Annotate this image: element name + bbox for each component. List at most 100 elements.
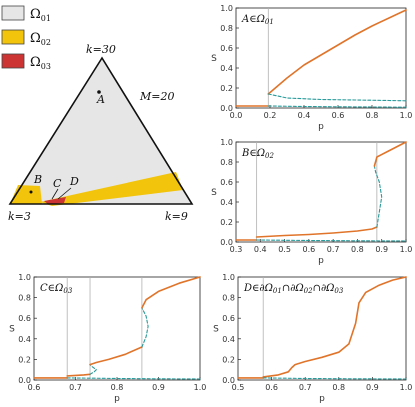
panel-title: C∈Ω03	[40, 283, 73, 295]
unstable-branch	[373, 165, 383, 228]
panel-title: D∈∂Ω01∩∂Ω02∩∂Ω03	[243, 283, 344, 295]
x-tick-label: 0.0	[230, 111, 243, 120]
x-tick-label: 0.2	[264, 111, 277, 120]
y-axis-label: S	[211, 188, 217, 198]
vertex-right-label: k=9	[165, 210, 188, 223]
stable-branch	[89, 346, 143, 366]
ternary-diagram: A B C D k=30 k=3 k=9 M=20	[8, 43, 194, 223]
unstable-branch	[267, 93, 407, 102]
stable-branch	[267, 9, 407, 95]
legend: Ω01 Ω02 Ω03	[1, 5, 51, 71]
point-a-label: A	[96, 93, 105, 106]
point-c-pointer	[51, 188, 59, 200]
y-tick-label: 0.6	[222, 314, 235, 323]
legend-swatch-omega01	[1, 5, 25, 21]
vertex-left-label: k=3	[8, 210, 31, 223]
x-tick-label: 0.8	[366, 111, 379, 120]
stable-branch	[262, 276, 407, 378]
x-tick-label: 0.9	[375, 245, 388, 254]
x-axis-label: p	[319, 394, 325, 404]
y-tick-label: 1.0	[220, 4, 233, 13]
triangle-outline	[8, 56, 194, 205]
panel-title: B∈Ω02	[241, 148, 275, 160]
m-parameter-label: M=20	[139, 90, 174, 103]
x-tick-label: 0.7	[299, 383, 312, 392]
unstable-branch	[89, 364, 97, 375]
unstable-branch	[267, 105, 407, 108]
x-tick-label: 0.8	[111, 383, 124, 392]
stable-branch	[141, 276, 201, 309]
x-tick-label: 0.9	[366, 383, 379, 392]
x-tick-label: 1.0	[194, 383, 207, 392]
unstable-branch	[256, 239, 407, 242]
y-tick-label: 0.4	[220, 198, 233, 207]
unstable-branch	[141, 307, 149, 348]
panel-title: A∈Ω01	[241, 14, 274, 26]
legend-swatch-omega03	[1, 53, 25, 69]
y-tick-label: 0.6	[220, 44, 233, 53]
unstable-branch	[262, 377, 407, 380]
x-axis-label: p	[318, 256, 324, 266]
legend-swatch-omega02	[1, 29, 25, 45]
x-tick-label: 0.7	[327, 245, 340, 254]
x-axis-label: p	[318, 122, 324, 132]
y-tick-label: 0.8	[220, 158, 233, 167]
y-tick-label: 0.0	[220, 104, 233, 113]
y-axis-label: S	[213, 325, 219, 335]
y-axis-label: S	[9, 325, 15, 335]
plot-frame	[235, 7, 407, 109]
y-tick-label: 0.4	[220, 64, 233, 73]
legend-label-omega01: Ω01	[30, 7, 51, 23]
point-a-marker	[97, 90, 101, 94]
x-tick-label: 1.0	[400, 245, 413, 254]
y-tick-label: 0.4	[18, 335, 31, 344]
y-tick-label: 0.6	[220, 178, 233, 187]
x-tick-label: 0.6	[28, 383, 41, 392]
x-tick-label: 0.9	[152, 383, 165, 392]
y-tick-label: 0.6	[18, 314, 31, 323]
x-tick-label: 1.0	[400, 111, 413, 120]
point-c-label: C	[53, 177, 62, 190]
x-axis-label: p	[114, 394, 120, 404]
x-tick-label: 0.6	[302, 245, 315, 254]
stable-branch	[255, 226, 378, 238]
y-tick-label: 0.0	[222, 376, 235, 385]
y-tick-label: 0.0	[220, 238, 233, 247]
y-tick-label: 0.2	[220, 218, 233, 227]
x-tick-label: 0.5	[278, 245, 291, 254]
x-tick-label: 0.7	[69, 383, 82, 392]
y-tick-label: 1.0	[222, 273, 235, 282]
x-tick-label: 0.4	[254, 245, 267, 254]
y-tick-label: 0.8	[222, 294, 235, 303]
region-omega02-wedge-left	[10, 185, 42, 204]
x-tick-label: 0.5	[232, 383, 245, 392]
point-b-marker	[29, 190, 33, 194]
legend-label-omega03: Ω03	[30, 55, 51, 71]
legend-label-omega02: Ω02	[30, 31, 51, 47]
point-b-label: B	[33, 173, 42, 186]
y-tick-label: 0.8	[18, 294, 31, 303]
region-omega03	[44, 197, 66, 204]
y-axis-label: S	[211, 54, 217, 64]
stable-branch	[373, 141, 407, 167]
vertex-top-label: k=30	[86, 43, 116, 56]
x-tick-label: 0.3	[230, 245, 243, 254]
panel-c: 0.6 0.7 0.8 0.9 1.0 0.0 0.2 0.4 0.6 0.8 1.0 p S C∈Ω03	[9, 273, 206, 404]
x-tick-label: 1.0	[400, 383, 413, 392]
y-tick-label: 0.2	[220, 84, 233, 93]
y-tick-label: 0.4	[222, 335, 235, 344]
panel-a: 0.0 0.2 0.4 0.6 0.8 1.0 0.0 0.2 0.4 0.6 0.8 1.0 p S A∈…	[211, 4, 412, 132]
x-tick-label: 0.8	[332, 383, 345, 392]
stable-branch	[66, 373, 91, 377]
y-tick-label: 0.0	[18, 376, 31, 385]
region-omega02-band	[40, 172, 183, 206]
y-tick-label: 0.2	[18, 355, 31, 364]
panel-d: 0.5 0.6 0.7 0.8 0.9 1.0 0.0 0.2 0.4 0.6 0.8 1.0 p S D∈…	[213, 273, 412, 404]
point-d-pointer	[57, 187, 72, 200]
plot-frame	[237, 276, 407, 381]
x-tick-label: 0.4	[298, 111, 311, 120]
y-tick-label: 0.2	[222, 355, 235, 364]
x-tick-label: 0.6	[332, 111, 345, 120]
y-tick-label: 1.0	[220, 138, 233, 147]
